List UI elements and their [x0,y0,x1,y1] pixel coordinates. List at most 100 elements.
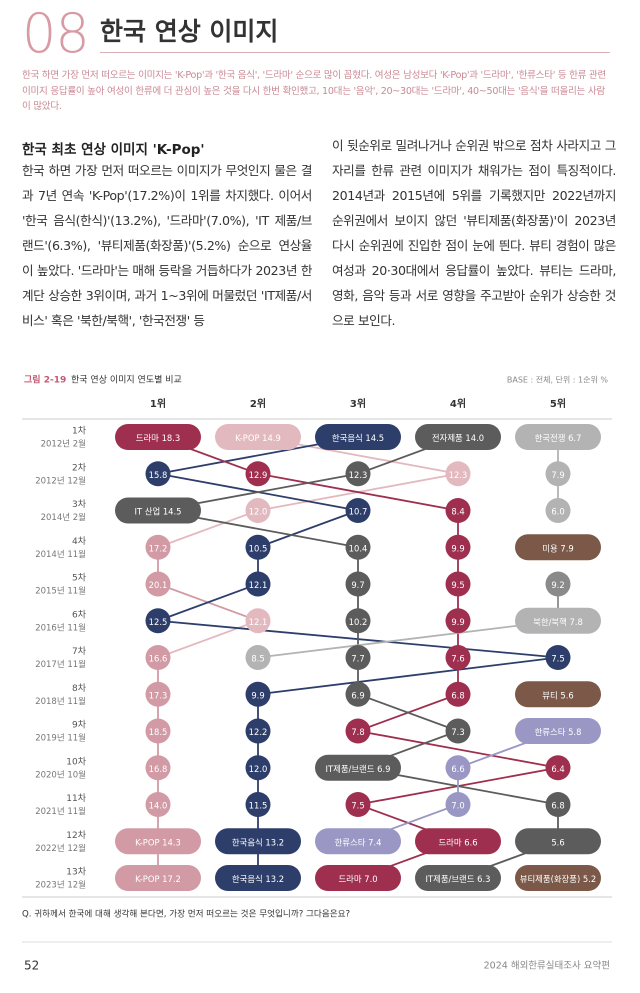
link [357,693,459,732]
dot [445,608,471,634]
cell-label: 한국전쟁 [535,433,566,443]
pill [315,754,401,781]
wave-date: 2016년 11월 [35,622,86,633]
cell-value: 7.9 [551,469,564,479]
cell-text: 드라마 18.3 [136,433,180,443]
cell-text: 7.0 [451,800,464,810]
cell-text: 14.0 [149,800,168,810]
cell-text: 12.3 [449,469,468,479]
cell-value: 9.5 [451,580,464,590]
dot [345,534,371,560]
cell-value: 10.7 [349,506,368,516]
cell-value: 17.2 [149,543,168,553]
cell-value: 7.3 [451,727,464,737]
dot [545,755,571,781]
header-rule [100,52,610,53]
link [257,656,559,696]
cell-text: 12.1 [249,580,268,590]
dot [545,498,571,523]
cell-value: 7.9 [560,543,573,553]
cell-text: 8.5 [251,653,264,663]
wave-label: 2차 [72,461,87,473]
dot [145,571,171,597]
cell-value: 14.9 [262,433,281,443]
cell-text: 6.4 [551,763,564,773]
dot [445,755,471,781]
cell-text: 12.1 [249,616,268,626]
cell-value: 14.0 [465,433,484,443]
cell-value: 10.5 [249,543,268,553]
dot [445,498,471,523]
link [157,509,259,549]
dot [245,681,271,707]
cell-value: 20.1 [149,580,168,590]
cell-value: 9.7 [351,580,364,590]
cell-label: 드라마 [338,874,361,884]
pill [115,424,201,450]
cell-value: 12.1 [249,616,268,626]
cell-label: 한류스타 [535,727,566,737]
cell-text: 드라마 6.6 [438,837,477,847]
cell-text: 7.5 [351,800,364,810]
cell-text: 전자제품 14.0 [432,433,484,443]
cell-text: 7.7 [351,653,364,663]
cell-value: 5.6 [551,837,564,847]
cell-value: 12.3 [349,469,368,479]
cell-value: 7.8 [570,616,583,626]
cell-text: 16.8 [149,763,168,773]
section-heading: 한국 최초 연상 이미지 'K-Pop' [22,142,205,158]
cell-text: 10.4 [349,543,368,553]
dot [145,645,171,670]
wave-label: 10차 [66,755,86,767]
dot [145,534,171,560]
cell-value: 7.5 [551,653,564,663]
cell-text: 12.0 [249,506,268,516]
cell-value: 9.2 [551,580,564,590]
cell-label: 뷰티제품(화장품) [520,874,580,884]
cell-value: 12.0 [249,763,268,773]
dot [545,792,571,817]
cell-value: 6.7 [568,433,581,443]
pill [115,865,201,891]
dot [345,571,371,597]
dot [345,792,371,817]
cell-text: 북한/북핵 7.8 [533,616,583,626]
page-number: 52 [24,959,39,973]
dot [145,755,171,781]
cell-label: 한류스타 [335,837,366,847]
cell-text: 미용 7.9 [542,543,573,553]
cell-text: 9.5 [451,580,464,590]
rank-header: 2위 [250,397,266,410]
dot [445,681,471,707]
cell-value: 6.9 [377,763,390,773]
link [257,619,559,659]
cell-text: 18.5 [149,727,168,737]
cell-label: IT제품/브랜드 [426,874,475,884]
cell-label: 미용 [542,543,558,553]
cell-text: 9.9 [451,616,464,626]
dot [145,792,171,817]
cell-value: 7.4 [368,837,381,847]
cell-text: 10.5 [249,543,268,553]
pill [115,497,201,524]
dot [145,718,171,744]
cell-label: 드라마 [438,837,461,847]
cell-value: 12.2 [249,727,268,737]
dot [245,498,271,523]
cell-text: 한국음식 13.2 [232,874,284,884]
dot [445,645,471,670]
cell-text: 6.0 [551,506,564,516]
pill [215,865,301,891]
wave-date: 2012년 2월 [41,439,86,450]
dot [345,498,371,523]
dot [245,792,271,817]
wave-date: 2018년 11월 [35,696,86,707]
cell-label: K-POP [135,837,159,847]
dot [545,571,571,597]
figure-label: 그림 2-19 [24,374,66,386]
pill [315,424,401,450]
link [157,583,259,622]
cell-value: 6.4 [551,763,564,773]
cell-text: 9.2 [551,580,564,590]
cell-text: 7.9 [551,469,564,479]
